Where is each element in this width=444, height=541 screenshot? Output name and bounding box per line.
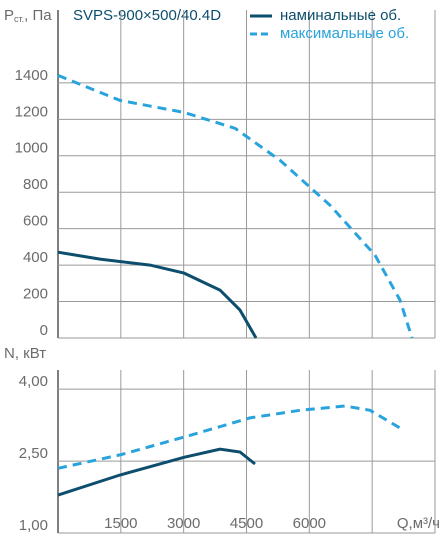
- line: [57, 447, 256, 497]
- line: [57, 404, 401, 470]
- line: [57, 250, 258, 339]
- x-tick-label: 6000: [293, 515, 326, 532]
- y-tick-label: 4,00: [19, 373, 48, 390]
- y-tick-label: 200: [23, 286, 48, 303]
- y-tick-label: 2,50: [19, 445, 48, 462]
- y-tick-label: 1200: [15, 103, 48, 120]
- y-tick-label: 1,00: [19, 517, 48, 534]
- x-label: Q,м³/ч: [397, 515, 440, 532]
- x-tick-label: 1500: [104, 515, 137, 532]
- y-tick-label: 800: [23, 176, 48, 193]
- chart-title: SVPS-900×500/40.4D: [73, 7, 221, 24]
- legend-label: максимальные об.: [280, 25, 409, 42]
- x-tick-label: 4500: [230, 515, 263, 532]
- y-label: Pст., Па: [4, 7, 52, 24]
- y-tick-label: 600: [23, 213, 48, 230]
- y-tick-label: 0: [40, 322, 48, 339]
- legend-label: наминальные об.: [280, 7, 401, 24]
- y-tick-label: 400: [23, 249, 48, 266]
- y-tick-label: 1400: [15, 67, 48, 84]
- line: [57, 74, 414, 339]
- y-label: N, кВт: [4, 345, 46, 362]
- y-tick-label: 1000: [15, 140, 48, 157]
- x-tick-label: 3000: [167, 515, 200, 532]
